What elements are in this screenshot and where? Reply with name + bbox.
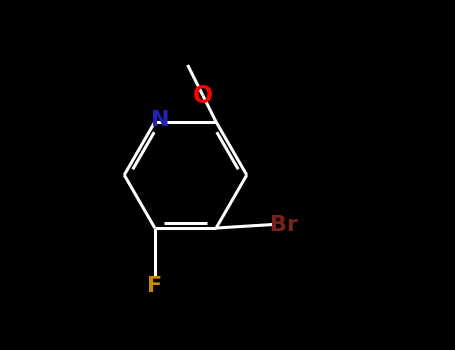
Text: Br: Br — [270, 215, 298, 234]
Text: O: O — [193, 84, 213, 108]
Text: F: F — [147, 276, 162, 296]
Text: N: N — [151, 110, 169, 130]
